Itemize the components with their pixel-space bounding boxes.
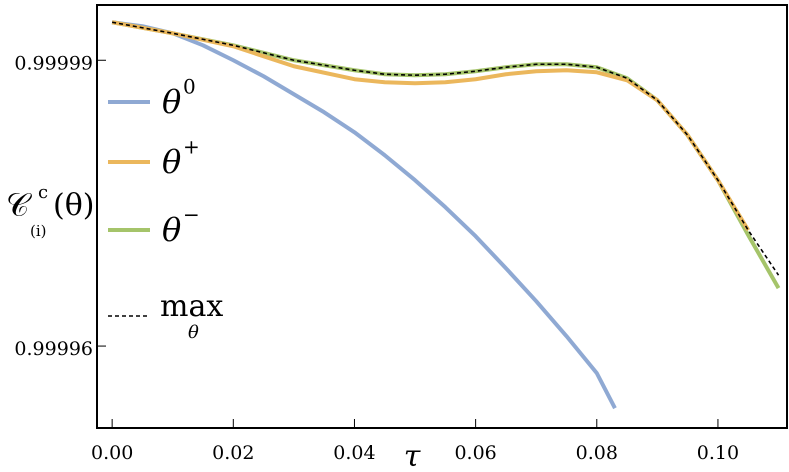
legend-sup: 0 xyxy=(183,75,196,99)
series-line xyxy=(111,20,750,232)
x-tick-label: 0.08 xyxy=(576,442,618,464)
x-axis-label: τ xyxy=(404,439,421,472)
x-tick-label: 0.04 xyxy=(333,442,375,464)
y-label-base: 𝒞 xyxy=(6,186,32,224)
legend-label: θ xyxy=(162,211,181,249)
legend-sup: − xyxy=(183,203,200,227)
y-label-arg: (θ) xyxy=(53,188,94,223)
series-line xyxy=(111,20,617,410)
y-label-sub: (i) xyxy=(30,222,47,240)
series-line xyxy=(111,20,781,290)
legend-sup: + xyxy=(183,135,200,159)
y-label-sup: c xyxy=(38,182,48,203)
legend-label: θ xyxy=(162,143,181,181)
legend-sub: θ xyxy=(188,322,199,343)
y-tick-label: 0.99999 xyxy=(14,52,93,74)
series-line xyxy=(111,21,780,276)
legend-label: θ xyxy=(162,83,181,121)
plot-frame xyxy=(96,4,788,429)
x-tick-label: 0.10 xyxy=(697,442,739,464)
legend-label: max xyxy=(160,289,223,324)
y-tick-label: 0.99996 xyxy=(14,338,93,360)
x-tick-label: 0.00 xyxy=(91,442,133,464)
x-tick-label: 0.02 xyxy=(212,442,254,464)
x-tick-label: 0.06 xyxy=(454,442,496,464)
